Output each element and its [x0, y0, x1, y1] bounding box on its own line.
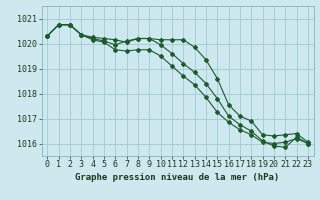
X-axis label: Graphe pression niveau de la mer (hPa): Graphe pression niveau de la mer (hPa) [76, 173, 280, 182]
